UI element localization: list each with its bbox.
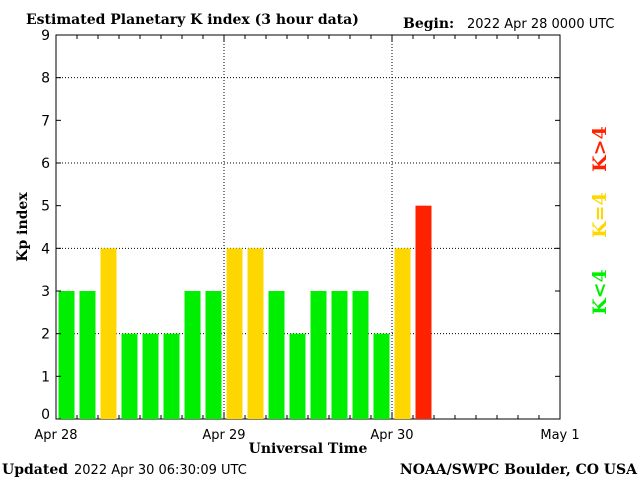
x-tick-label: Apr 28 [34,428,77,443]
y-axis-label: Kp index [15,192,31,262]
kp-bar [100,248,117,419]
y-tick-labels: 0 1 2 3 4 5 6 7 8 9 [41,28,560,423]
kp-bar [205,291,222,419]
source-credit: NOAA/SWPC Boulder, CO USA [400,462,638,478]
kp-bar [121,333,138,419]
x-tick-label: May 1 [540,428,579,443]
kp-bar [331,291,348,419]
grid-lines [56,35,560,419]
updated-label: Updated [2,462,68,478]
kp-bar [226,248,243,419]
begin-value: 2022 Apr 28 0000 UTC [467,17,615,32]
y-tick-label: 6 [41,156,50,172]
updated-value: 2022 Apr 30 06:30:09 UTC [74,463,247,478]
kp-bar [310,291,327,419]
y-tick-label: 7 [41,113,50,129]
kp-bar [289,333,306,419]
kp-bar [163,333,180,419]
kp-bar [142,333,159,419]
y-tick-label: 0 [41,407,50,423]
kp-bar [184,291,201,419]
y-tick-label: 2 [41,327,50,343]
legend-red: K>4 [589,126,611,172]
y-tick-label: 8 [41,71,50,87]
x-axis-label: Universal Time [249,441,368,457]
legend-green: K<4 [589,269,611,315]
y-tick-label: 3 [41,284,50,300]
y-tick-label: 5 [41,199,50,215]
kp-bar [373,333,390,419]
chart-title: Estimated Planetary K index (3 hour data… [26,12,359,28]
legend-yellow: K=4 [589,192,611,238]
x-tick-label: Apr 30 [370,428,413,443]
y-tick-label: 9 [41,28,50,44]
kp-bar [247,248,264,419]
y-tick-label: 1 [41,369,50,385]
kp-bar [394,248,411,419]
kp-bar [268,291,285,419]
bars-group [58,205,432,419]
plot-frame [55,34,561,420]
y-tick-label: 4 [41,241,50,257]
x-tick-labels: Apr 28 Apr 29 Apr 30 May 1 [34,428,579,443]
kp-bar [352,291,369,419]
kp-bar [58,291,75,419]
kp-bar [415,205,432,419]
x-tick-label: Apr 29 [202,428,245,443]
kp-bar [79,291,96,419]
begin-label: Begin: [403,16,454,32]
